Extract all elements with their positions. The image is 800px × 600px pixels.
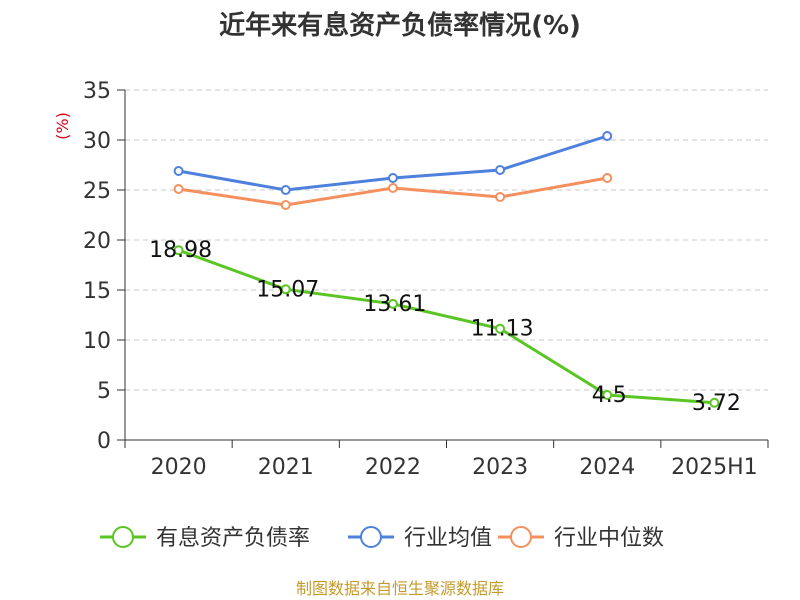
- data-point: [495, 192, 506, 202]
- legend-item: 行业中位数: [498, 526, 664, 551]
- y-tick-label: 5: [97, 379, 111, 404]
- y-tick-label: 15: [83, 279, 111, 304]
- legend-marker: [360, 526, 382, 548]
- data-label: 18.98: [149, 238, 212, 263]
- data-point: [173, 184, 184, 194]
- legend-label: 行业均值: [404, 526, 492, 551]
- y-axis-unit: (%): [53, 112, 72, 140]
- x-tick-label: 2022: [365, 455, 421, 480]
- data-point: [387, 173, 398, 183]
- data-point: [173, 245, 184, 256]
- data-label: 3.72: [692, 391, 741, 416]
- data-point: [602, 131, 613, 141]
- data-point: [280, 284, 291, 295]
- x-tick-label: 2021: [258, 455, 314, 480]
- x-tick-label: 2023: [472, 455, 528, 480]
- legend-label: 有息资产负债率: [156, 526, 310, 551]
- legend-label: 行业中位数: [554, 526, 664, 551]
- data-point: [280, 185, 291, 195]
- y-tick-label: 10: [83, 329, 111, 354]
- y-tick-label: 35: [83, 79, 111, 104]
- series-group: 18.98 15.07 13.61 11.13 4.5 3.72: [149, 131, 741, 416]
- data-label: 15.07: [256, 277, 319, 302]
- legend-marker: [510, 526, 532, 548]
- series-line: [178, 248, 715, 405]
- data-point: [280, 200, 291, 210]
- data-point: [495, 165, 506, 175]
- legend-marker: [112, 526, 134, 548]
- series-2: [173, 173, 613, 210]
- x-axis-ticks: 2020 2021 2022 2023 2024 2025H1: [124, 440, 769, 480]
- x-tick-label: 2024: [579, 455, 635, 480]
- gridlines: [125, 89, 768, 391]
- x-tick-label: 2020: [151, 455, 207, 480]
- y-tick-label: 25: [83, 179, 111, 204]
- data-label: 4.5: [592, 383, 627, 408]
- x-tick-label: 2025H1: [671, 455, 758, 480]
- y-tick-label: 20: [83, 229, 111, 254]
- data-point: [387, 183, 398, 193]
- data-point: [387, 298, 398, 309]
- data-label: 11.13: [471, 317, 534, 342]
- legend-item: 行业均值: [348, 526, 492, 551]
- data-point: [602, 390, 613, 400]
- chart-title: 近年来有息资产负债率情况(%): [219, 10, 581, 41]
- data-point: [709, 397, 720, 408]
- data-point: [495, 323, 506, 334]
- legend: 有息资产负债率 行业均值 行业中位数: [100, 526, 664, 551]
- series-1: [173, 131, 613, 195]
- y-tick-label: 30: [83, 129, 111, 154]
- data-label: 13.61: [363, 292, 426, 317]
- legend-item: 有息资产负债率: [100, 526, 310, 551]
- source-note: 制图数据来自恒生聚源数据库: [296, 579, 504, 598]
- series-0: 18.98 15.07 13.61 11.13 4.5 3.72: [149, 238, 741, 416]
- data-point: [173, 166, 184, 176]
- data-point: [602, 173, 613, 183]
- y-axis-ticks: 0 5 10 15 20 25 30 35: [83, 79, 125, 454]
- y-tick-label: 0: [97, 429, 111, 454]
